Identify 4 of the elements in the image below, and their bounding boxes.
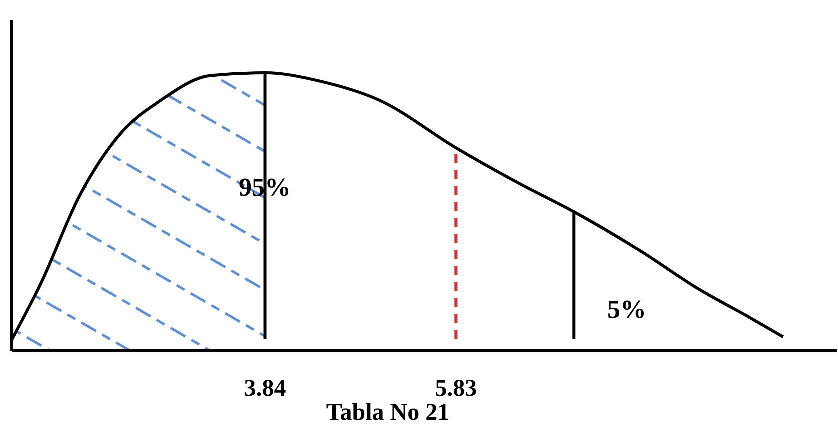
x-tick-label: 5.83 [435,376,478,402]
x-tick-label: 3.84 [244,376,286,402]
text: Tabla No 21 [326,400,450,426]
annotation: 5% [608,295,646,324]
